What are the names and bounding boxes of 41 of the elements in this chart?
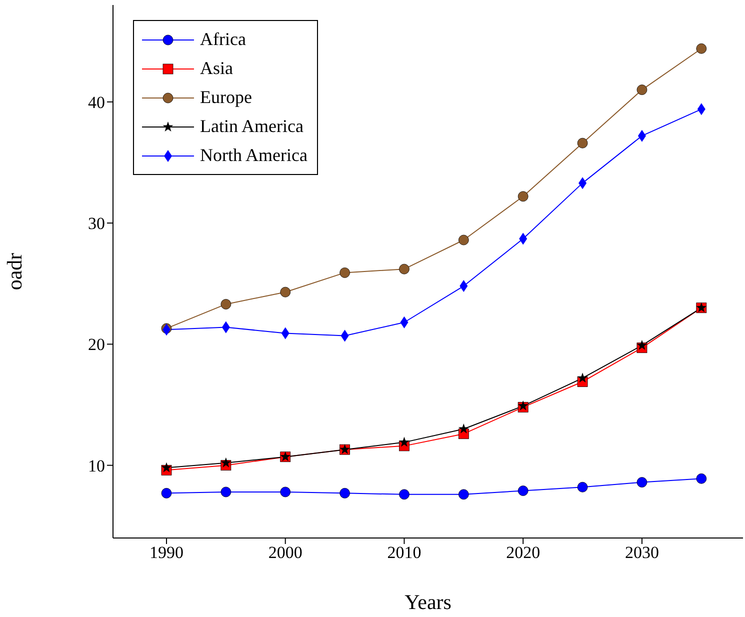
y-tick-label: 30 [88,214,105,234]
point [696,473,707,484]
point [161,488,172,498]
point [399,489,410,500]
point [518,486,528,496]
point [636,84,648,95]
y-tick-label: 10 [88,456,105,476]
point [577,372,588,383]
point [577,482,588,492]
legend-label: Europe [200,87,252,108]
point [636,477,648,488]
point [458,234,469,246]
x-tick-label: 2010 [387,543,422,562]
point [458,489,469,500]
point [458,423,469,434]
y-tick-label: 20 [88,335,105,354]
x-tick-label: 2030 [624,543,659,562]
point [399,264,410,274]
point [161,462,172,472]
point [696,43,707,54]
point [340,488,350,498]
legend-label: Asia [200,58,233,79]
x-tick-label: 2000 [268,543,302,562]
point [220,457,232,468]
legend-label: Latin America [200,116,304,137]
point [636,340,648,350]
point [220,486,232,498]
point [280,486,291,498]
point [577,138,588,148]
point [340,268,350,278]
legend-label: Africa [200,29,246,50]
x-tick-label: 2020 [506,543,540,562]
point [518,191,528,202]
legend-label: North America [200,145,308,166]
y-axis-title: oadr [2,252,26,290]
point [220,299,232,310]
x-axis-title: Years [404,590,452,614]
point [398,436,410,447]
point [280,286,291,298]
y-tick-label: 40 [88,92,105,112]
x-tick-label: 1990 [149,543,184,562]
